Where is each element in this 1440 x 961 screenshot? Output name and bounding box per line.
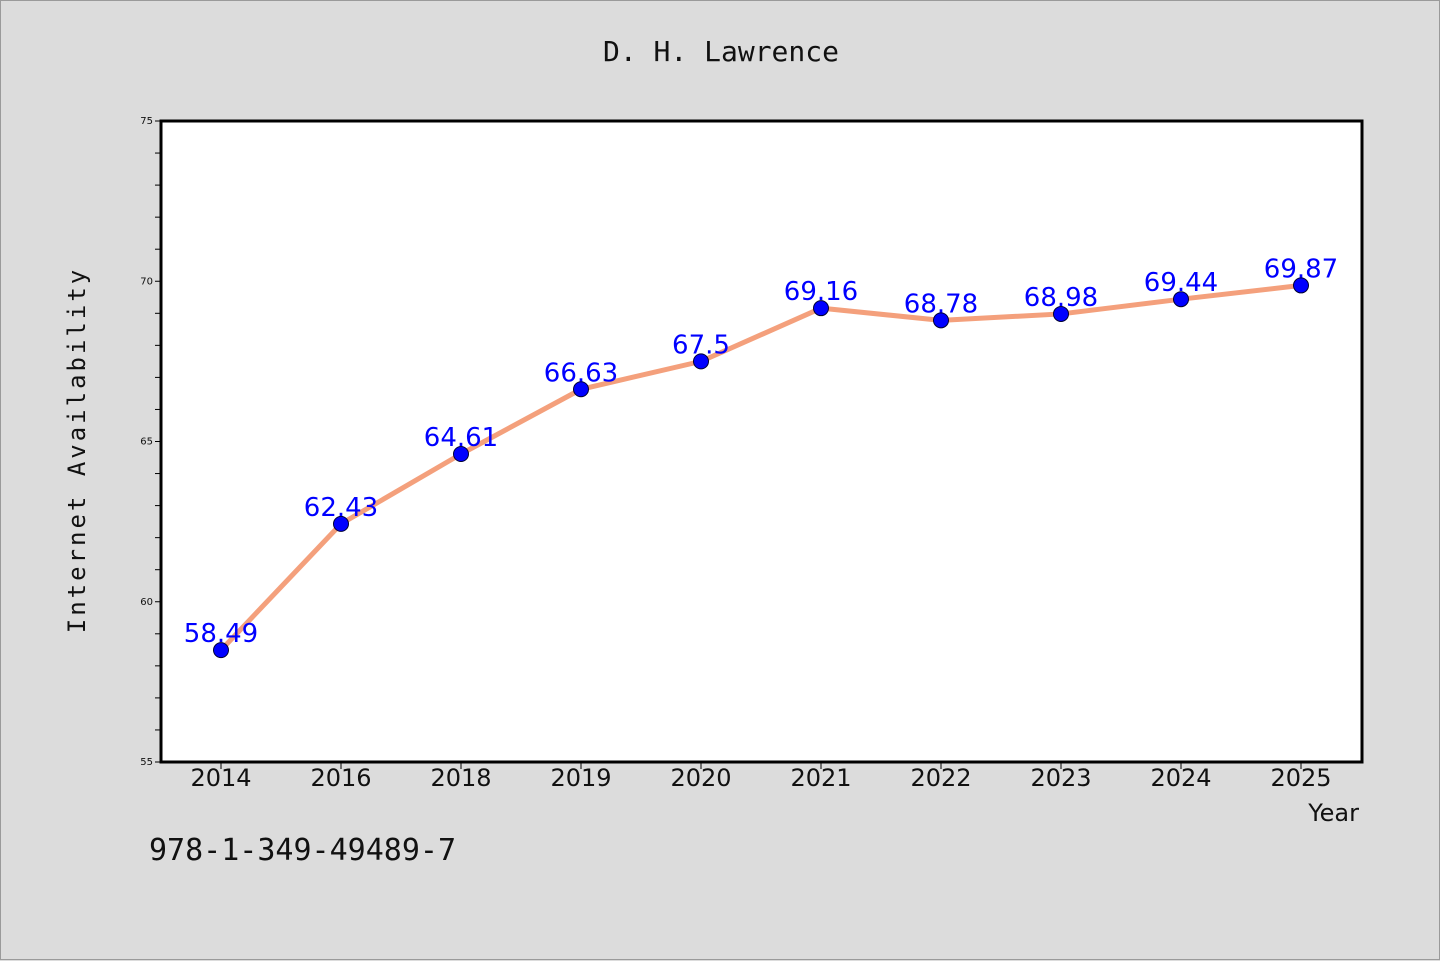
data-label: 68.78 <box>904 289 978 319</box>
isbn-caption: 978-1-349-49489-7 <box>149 833 457 868</box>
x-tick-label: 2025 <box>1270 764 1331 792</box>
data-point <box>1173 291 1189 308</box>
x-tick-label: 2023 <box>1030 764 1091 792</box>
x-tick-label: 2022 <box>910 764 971 792</box>
series-line <box>218 282 1304 653</box>
x-tick-label: 2024 <box>1150 764 1211 792</box>
x-tick-label: 2016 <box>310 764 371 792</box>
data-label: 67.5 <box>672 330 730 360</box>
data-label: 64.61 <box>424 423 498 453</box>
plot-frame <box>159 119 1364 764</box>
y-tick-label: 75 <box>140 116 153 127</box>
data-label: 62.43 <box>304 493 378 523</box>
data-point <box>933 312 949 329</box>
data-label: 69.44 <box>1144 268 1218 298</box>
data-label: 69.16 <box>784 277 858 307</box>
y-tick-label: 65 <box>140 437 153 448</box>
chart-title: D. H. Lawrence <box>602 35 839 68</box>
x-axis-label: Year <box>1307 799 1359 827</box>
x-tick-label: 2014 <box>190 764 251 792</box>
data-label: 66.63 <box>544 358 618 388</box>
data-point <box>213 642 229 659</box>
data-point <box>1293 277 1309 294</box>
x-tick-label: 2018 <box>430 764 491 792</box>
data-point <box>453 445 469 462</box>
data-point <box>573 381 589 398</box>
data-point <box>693 353 709 370</box>
y-axis-label: Internet Availability <box>63 267 91 633</box>
x-tick-label: 2021 <box>790 764 851 792</box>
data-label: 58.49 <box>184 619 258 649</box>
data-point <box>333 515 349 532</box>
data-label: 69.87 <box>1264 254 1338 284</box>
series-layer: 58.49 62.43 64.61 66.63 67.5 69.16 68.78 68.98 6… <box>184 254 1338 659</box>
plot-area <box>161 121 1362 762</box>
y-tick-label: 70 <box>140 276 153 287</box>
y-tick-label: 60 <box>140 597 153 608</box>
x-tick-label: 2020 <box>670 764 731 792</box>
y-tick-label: 55 <box>140 757 153 768</box>
data-label: 68.98 <box>1024 283 1098 313</box>
data-point <box>813 300 829 317</box>
tick-layer: 55 60 65 70 75 2014 2016 2018 2019 2020 2021 2022 20… <box>140 116 1331 792</box>
x-tick-label: 2019 <box>550 764 611 792</box>
data-point <box>1053 305 1069 322</box>
